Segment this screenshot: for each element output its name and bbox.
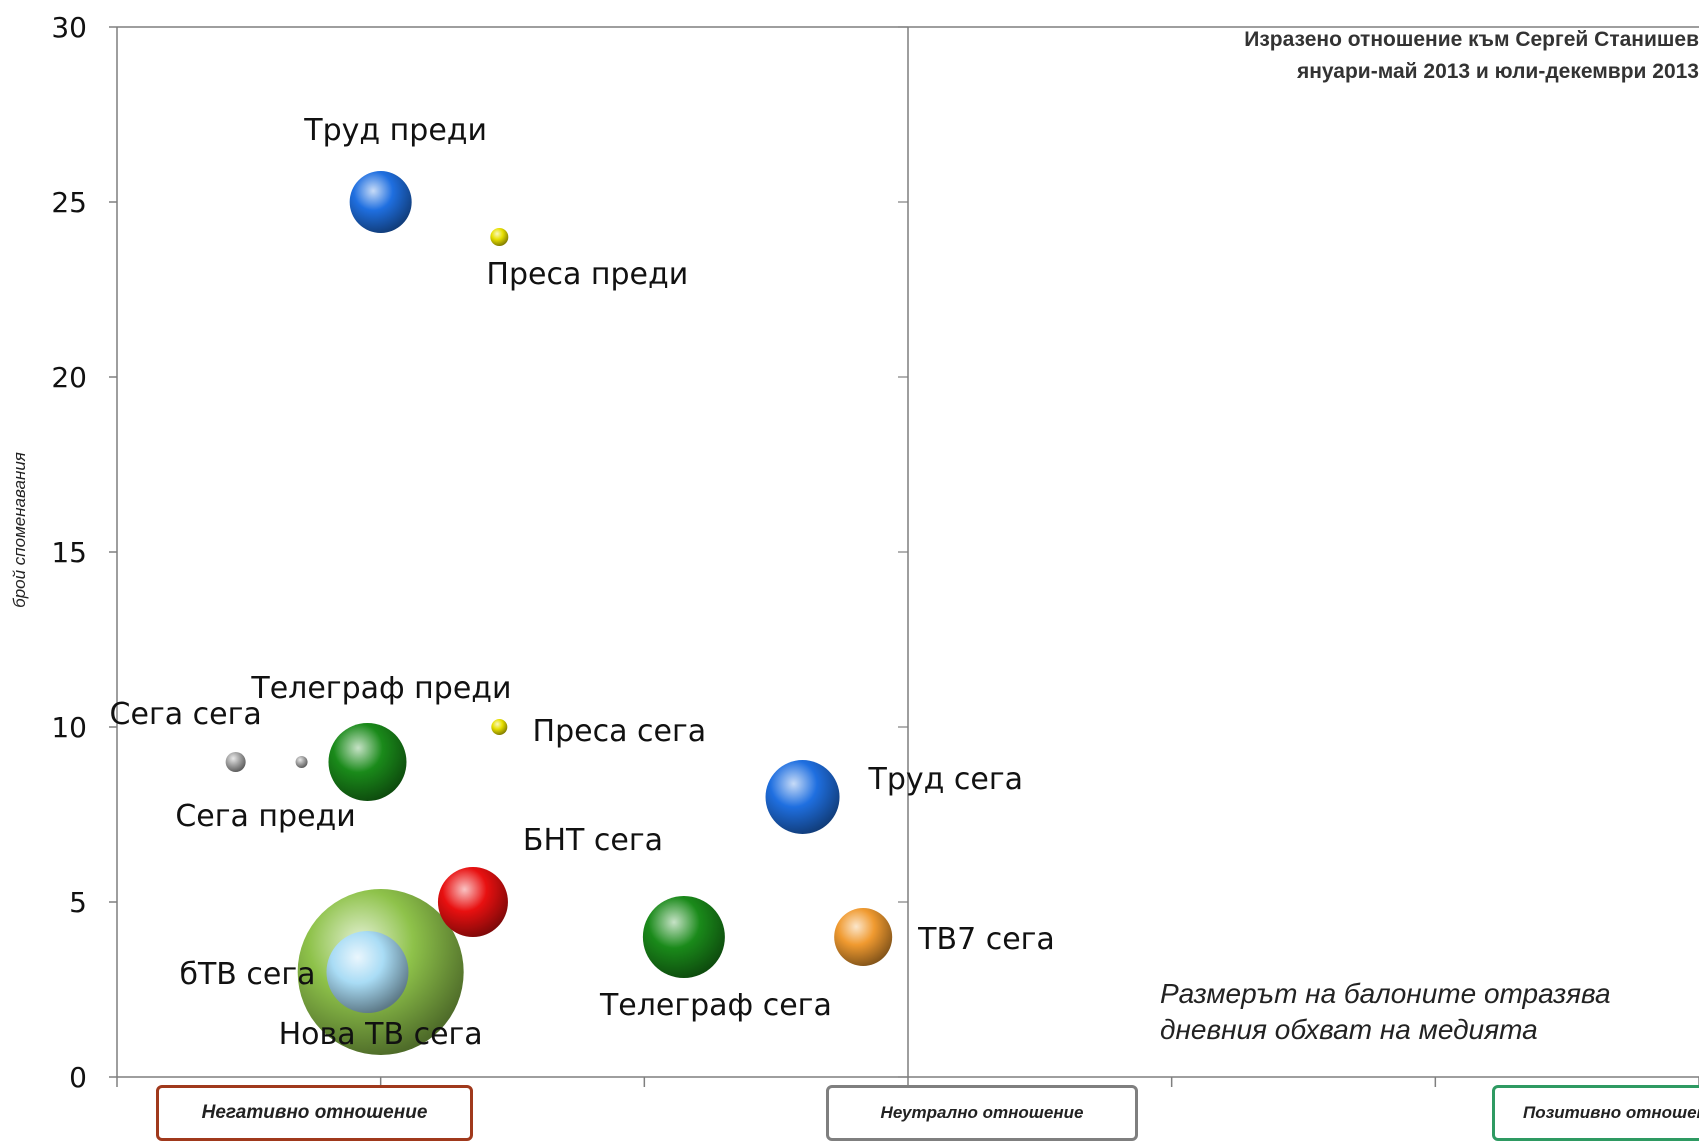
bubble-size-note: Размерът на балоните отразява дневния об… xyxy=(1160,978,1611,1045)
bubble-label-12: ТВ7 сега xyxy=(917,922,1055,957)
y-tick-label: 0 xyxy=(69,1061,87,1094)
bubble-label-10: бТВ сега xyxy=(179,957,315,992)
bubble-label-8: БНТ сега xyxy=(523,823,663,858)
bubble-labels: Труд преди Преса преди Сега сега Сега преди… xyxy=(110,113,1055,1052)
y-tick-label: 30 xyxy=(51,11,87,44)
bubble-label-9: Нова ТВ сега xyxy=(279,1017,483,1052)
bubble-2 xyxy=(490,228,509,246)
axes: 0 5 10 15 20 25 30 xyxy=(51,11,1699,1094)
bubble-10 xyxy=(326,931,409,1013)
bubble-label-7: Труд сега xyxy=(868,762,1024,797)
bubble-label-3: Сега сега xyxy=(110,697,262,732)
bubble-8 xyxy=(437,867,508,937)
y-tick-label: 5 xyxy=(69,886,87,919)
chart-title-line-1: Изразено отношение към Сергей Станишев xyxy=(1244,28,1699,51)
y-tick-label: 15 xyxy=(51,536,87,569)
bubble-label-4: Сега преди xyxy=(175,799,355,834)
bubble-label-1: Труд преди xyxy=(303,113,487,148)
bubble-6 xyxy=(491,719,508,735)
bubble-label-5: Телеграф преди xyxy=(250,671,511,706)
bubble-4 xyxy=(295,756,308,768)
y-tick-label: 10 xyxy=(51,711,87,744)
bubble-label-6: Преса сега xyxy=(533,714,707,749)
category-positive-label: Позитивно отношение xyxy=(1492,1085,1699,1141)
category-neutral-label: Неутрално отношение xyxy=(826,1085,1138,1141)
bubble-1 xyxy=(349,171,412,233)
bubbles xyxy=(225,171,893,1055)
chart-title-line-2: януари-май 2013 и юли-декември 2013 xyxy=(1296,60,1699,83)
bubble-12 xyxy=(834,908,893,966)
y-axis-label: брой споменавания xyxy=(10,452,29,608)
bubble-11 xyxy=(642,896,725,978)
y-tick-label: 20 xyxy=(51,361,87,394)
bubble-label-11: Телеграф сега xyxy=(599,988,832,1023)
bubble-5 xyxy=(328,723,407,801)
bubble-7 xyxy=(765,760,840,834)
category-negative-label: Негативно отношение xyxy=(156,1085,473,1141)
bubble-label-2: Преса преди xyxy=(486,257,688,292)
bubble-3 xyxy=(225,752,246,772)
y-tick-label: 25 xyxy=(51,186,87,219)
